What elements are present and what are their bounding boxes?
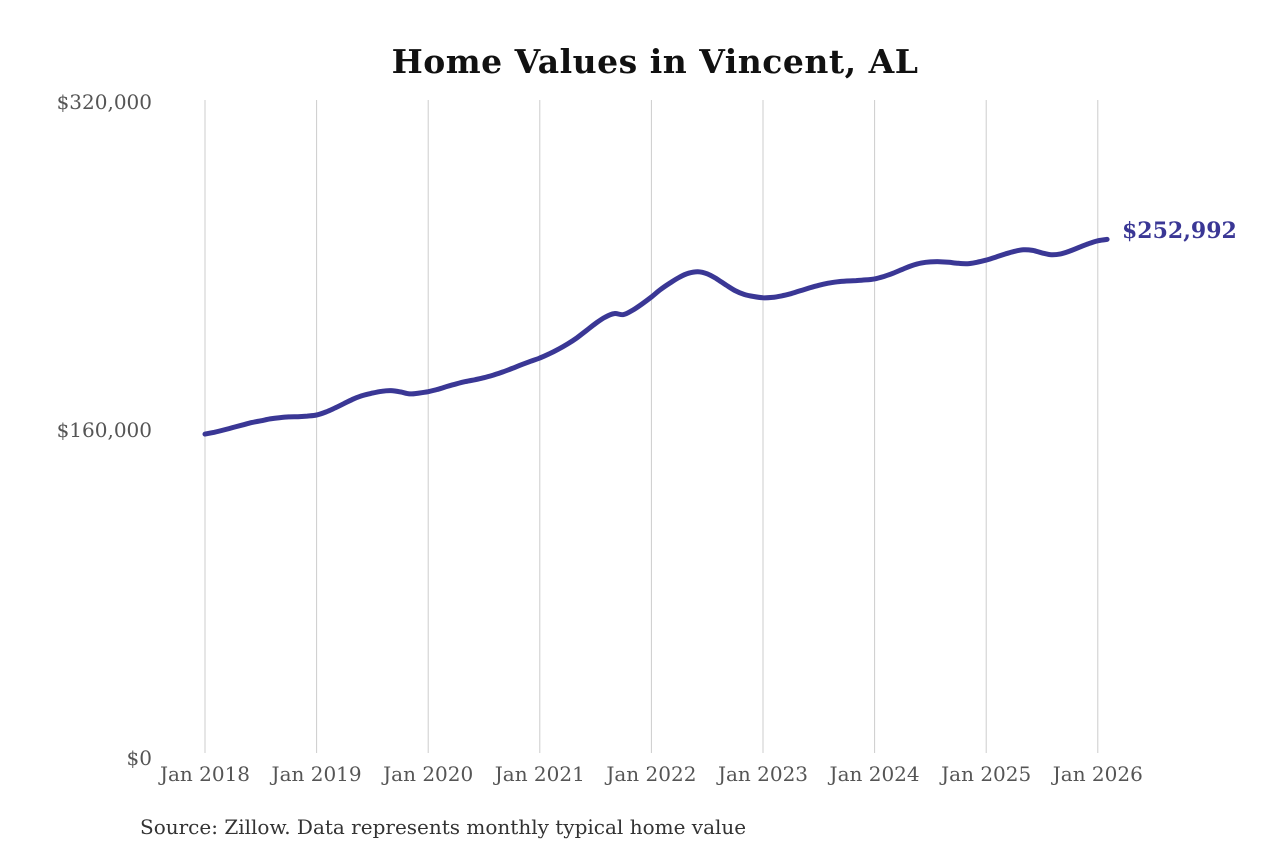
x-axis-tick-label: Jan 2020	[383, 762, 474, 786]
x-axis-tick-label: Jan 2023	[717, 762, 809, 786]
x-axis-tick-label: Jan 2026	[1052, 762, 1143, 786]
chart-title: Home Values in Vincent, AL	[391, 42, 919, 81]
x-axis-tick-label: Jan 2018	[159, 762, 251, 786]
x-axis-tick-label: Jan 2021	[494, 762, 585, 786]
x-axis-tick-label: Jan 2019	[271, 762, 362, 786]
x-axis-tick-label: Jan 2022	[606, 762, 697, 786]
home-value-line	[202, 236, 1110, 437]
source-note: Source: Zillow. Data represents monthly …	[140, 815, 747, 839]
y-axis-tick-label-160000: $160,000	[56, 418, 152, 442]
end-value-label: $252,992	[1122, 218, 1237, 244]
x-axis-tick-label: Jan 2024	[829, 762, 920, 786]
y-axis-tick-label-0: $0	[126, 746, 152, 770]
x-axis-tick-label: Jan 2025	[941, 762, 1032, 786]
y-axis-tick-label-320000: $320,000	[56, 90, 152, 114]
